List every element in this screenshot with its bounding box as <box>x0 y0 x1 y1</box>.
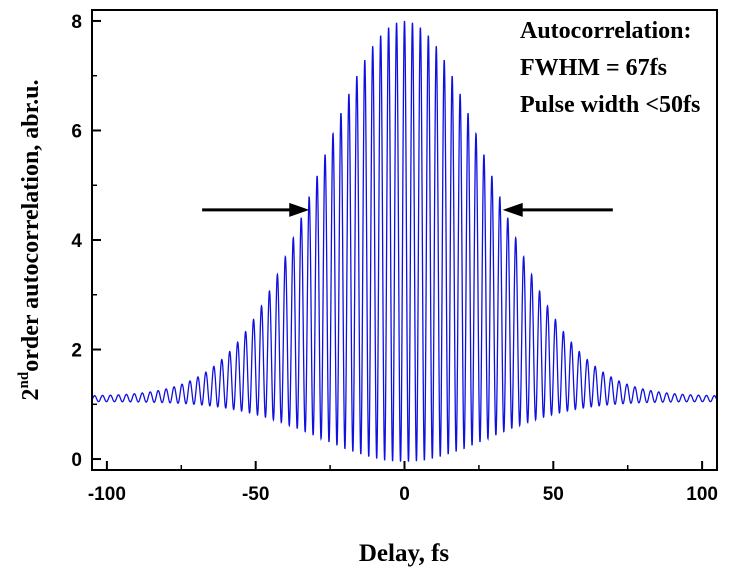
x-tick-label: 0 <box>399 484 410 505</box>
annotation-line-1: Autocorrelation: <box>520 18 692 44</box>
y-tick-label: 4 <box>71 231 82 252</box>
x-tick-label: 50 <box>543 484 564 505</box>
y-axis-ticks: 0 2 4 6 8 <box>71 12 101 471</box>
annotation-block: Autocorrelation: FWHM = 67fs Pulse width… <box>520 18 700 118</box>
y-tick-label: 0 <box>71 450 82 471</box>
x-axis-title: Delay, fs <box>359 540 450 567</box>
annotation-line-2: FWHM = 67fs <box>520 55 667 81</box>
y-axis-title-rest: order autocorrelation, abr.u. <box>18 80 44 372</box>
y-tick-label: 2 <box>71 341 82 362</box>
fwhm-arrows <box>202 202 613 217</box>
y-tick-label: 6 <box>71 121 82 142</box>
y-axis-title: 2ndorder autocorrelation, abr.u. <box>16 80 44 401</box>
right-fwhm-arrow-head <box>502 202 523 217</box>
annotation-line-3: Pulse width <50fs <box>520 92 700 118</box>
left-fwhm-arrow-head <box>289 202 310 217</box>
y-axis-title-base: 2 <box>18 388 44 400</box>
y-axis-title-superscript: nd <box>16 371 32 388</box>
y-tick-label: 8 <box>71 12 82 33</box>
autocorrelation-trace <box>92 20 717 462</box>
x-tick-label: -50 <box>242 484 269 505</box>
x-axis-ticks: -100 -50 0 50 100 <box>88 461 718 505</box>
x-tick-label: 100 <box>686 484 718 505</box>
x-tick-label: -100 <box>88 484 126 505</box>
